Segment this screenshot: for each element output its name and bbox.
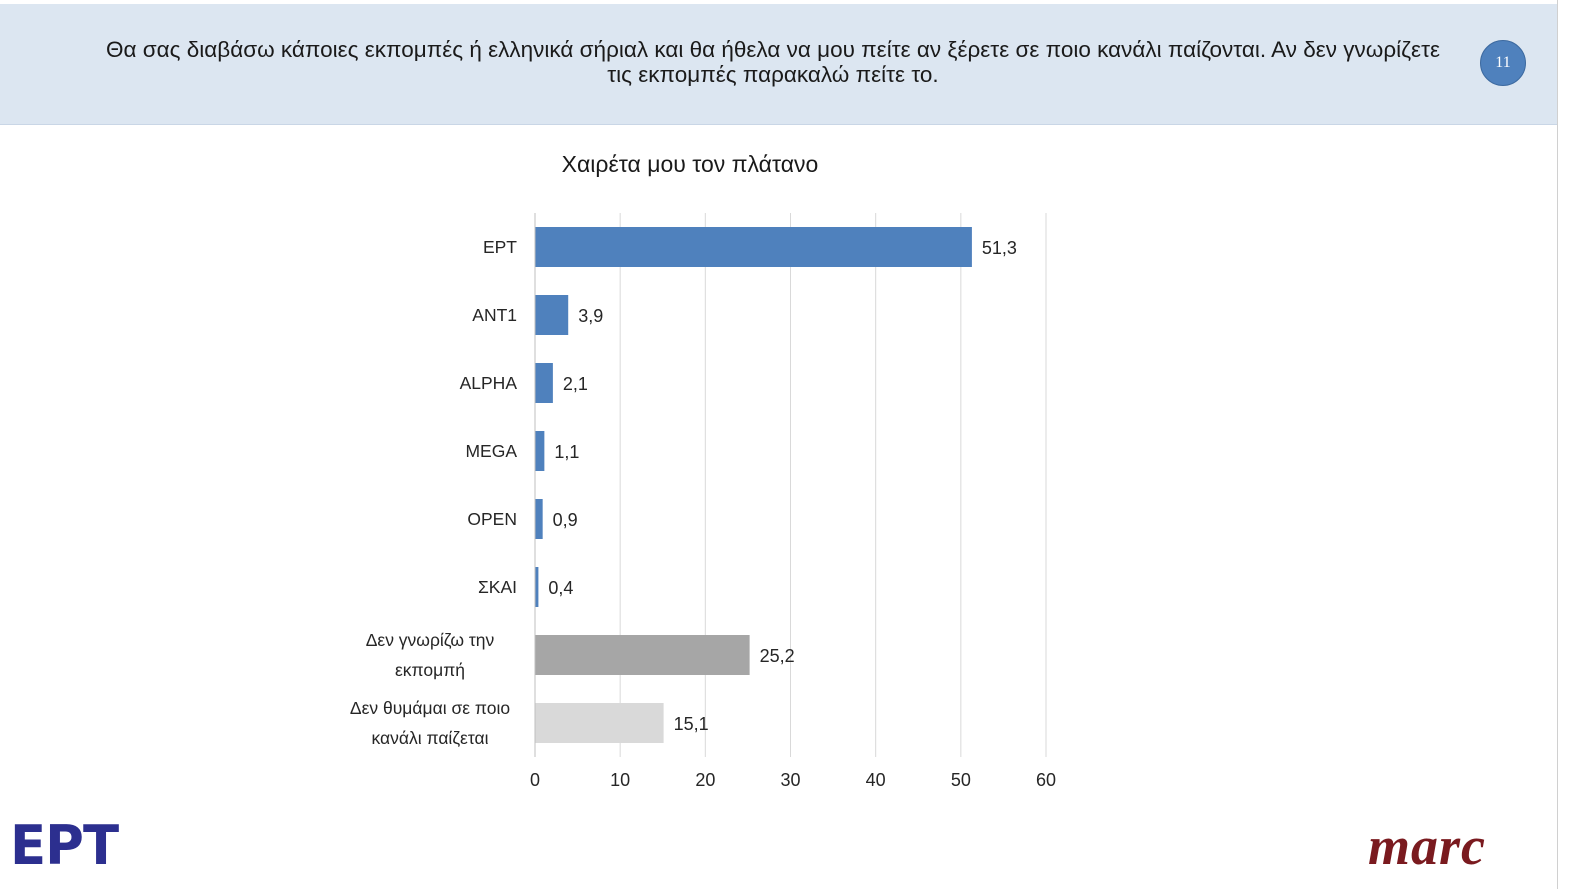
data-label: 1,1	[554, 442, 580, 462]
category-label: MEGA	[465, 441, 517, 461]
category-label: ΑΝΤ1	[472, 305, 517, 325]
category-label: Δεν θυμάμαι σε ποιο κανάλι παίζεται	[349, 698, 511, 748]
bar	[535, 227, 972, 267]
x-tick-label: 20	[695, 770, 716, 790]
category-label: ΣΚΑΙ	[477, 577, 517, 597]
chart-title: Χαιρέτα μου τον πλάτανο	[561, 151, 819, 177]
x-tick-label: 40	[865, 770, 886, 790]
category-label: ΕΡΤ	[482, 237, 517, 257]
survey-question: Θα σας διαβάσω κάποιες εκπομπές ή ελληνι…	[106, 37, 1440, 87]
bar	[535, 431, 545, 471]
bar	[535, 295, 569, 335]
data-label: 25,2	[759, 646, 795, 666]
header-band	[0, 4, 1557, 125]
category-label: OPEN	[467, 509, 517, 529]
data-label: 0,4	[548, 578, 574, 598]
gridlines	[619, 213, 1047, 757]
x-tick-label: 10	[610, 770, 631, 790]
bar	[535, 363, 553, 403]
x-tick-label: 30	[780, 770, 801, 790]
bar	[535, 635, 750, 675]
data-label: 0,9	[552, 510, 578, 530]
category-label: ALPHA	[459, 373, 517, 393]
slide-edge-divider	[1557, 0, 1558, 889]
data-label: 15,1	[673, 714, 709, 734]
data-label: 2,1	[562, 374, 588, 394]
marc-logo: marc	[1368, 816, 1486, 876]
bars	[535, 227, 972, 743]
data-label: 51,3	[981, 238, 1017, 258]
data-label: 3,9	[578, 306, 604, 326]
x-tick-label: 60	[1035, 770, 1057, 790]
bar	[535, 567, 539, 607]
page-number-badge: 11	[1480, 40, 1526, 86]
bar	[535, 703, 664, 743]
ert-logo: ΕΡΤ	[10, 814, 119, 877]
x-tick-label: 50	[950, 770, 971, 790]
category-label: Δεν γνωρίζω την εκπομπή	[365, 630, 495, 680]
bar	[535, 499, 543, 539]
x-tick-label: 0	[529, 770, 540, 790]
